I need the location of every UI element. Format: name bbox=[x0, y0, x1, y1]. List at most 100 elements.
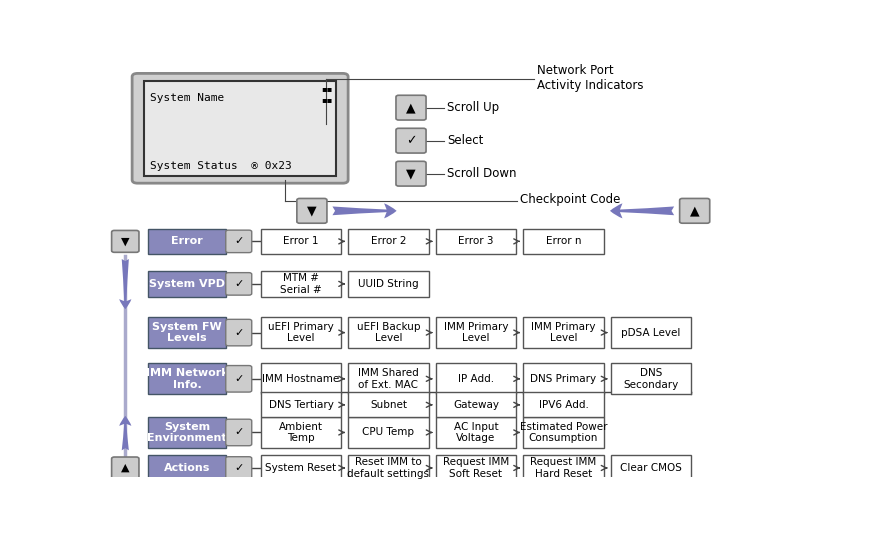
Text: System
Environment: System Environment bbox=[147, 422, 227, 443]
FancyBboxPatch shape bbox=[610, 455, 691, 481]
Text: Request IMM
Hard Reset: Request IMM Hard Reset bbox=[530, 457, 596, 479]
FancyBboxPatch shape bbox=[297, 198, 327, 223]
Text: IMM Primary
Level: IMM Primary Level bbox=[444, 322, 508, 344]
Text: ✓: ✓ bbox=[234, 236, 243, 247]
Text: Checkpoint Code: Checkpoint Code bbox=[520, 193, 621, 206]
Text: IMM Hostname: IMM Hostname bbox=[262, 374, 340, 384]
FancyBboxPatch shape bbox=[226, 319, 251, 346]
Text: DNS
Secondary: DNS Secondary bbox=[624, 368, 678, 390]
Text: Error n: Error n bbox=[546, 236, 581, 247]
FancyBboxPatch shape bbox=[226, 419, 251, 446]
Text: Gateway: Gateway bbox=[453, 400, 499, 410]
Text: Error 3: Error 3 bbox=[459, 236, 494, 247]
FancyBboxPatch shape bbox=[145, 81, 336, 176]
FancyBboxPatch shape bbox=[436, 392, 516, 417]
FancyBboxPatch shape bbox=[148, 363, 227, 394]
FancyBboxPatch shape bbox=[148, 417, 227, 448]
FancyBboxPatch shape bbox=[436, 417, 516, 448]
Text: ✓: ✓ bbox=[234, 428, 243, 437]
Text: ▲: ▲ bbox=[121, 463, 130, 473]
Text: AC Input
Voltage: AC Input Voltage bbox=[453, 422, 498, 443]
FancyBboxPatch shape bbox=[523, 392, 604, 417]
FancyBboxPatch shape bbox=[261, 317, 341, 348]
Text: Error: Error bbox=[171, 236, 203, 247]
FancyBboxPatch shape bbox=[523, 417, 604, 448]
FancyBboxPatch shape bbox=[348, 271, 429, 297]
Text: System Name: System Name bbox=[150, 93, 224, 103]
Text: System Reset: System Reset bbox=[265, 463, 337, 473]
Text: Subnet: Subnet bbox=[370, 400, 407, 410]
FancyBboxPatch shape bbox=[226, 366, 251, 392]
FancyBboxPatch shape bbox=[261, 271, 341, 297]
Text: DNS Primary: DNS Primary bbox=[530, 374, 596, 384]
FancyBboxPatch shape bbox=[226, 230, 251, 252]
Text: IMM Network
Info.: IMM Network Info. bbox=[146, 368, 228, 390]
Text: UUID String: UUID String bbox=[358, 279, 419, 289]
FancyBboxPatch shape bbox=[261, 228, 341, 254]
FancyBboxPatch shape bbox=[261, 417, 341, 448]
FancyBboxPatch shape bbox=[261, 455, 341, 481]
Text: Clear CMOS: Clear CMOS bbox=[620, 463, 682, 473]
FancyBboxPatch shape bbox=[396, 95, 426, 120]
FancyBboxPatch shape bbox=[348, 363, 429, 394]
Text: MTM #
Serial #: MTM # Serial # bbox=[280, 273, 322, 295]
Text: Select: Select bbox=[447, 134, 483, 147]
Text: Network Port
Activity Indicators: Network Port Activity Indicators bbox=[537, 64, 644, 92]
Text: ✓: ✓ bbox=[406, 134, 416, 147]
FancyBboxPatch shape bbox=[261, 392, 341, 417]
FancyBboxPatch shape bbox=[436, 455, 516, 481]
FancyBboxPatch shape bbox=[610, 317, 691, 348]
FancyBboxPatch shape bbox=[348, 317, 429, 348]
FancyBboxPatch shape bbox=[226, 457, 251, 479]
Text: Request IMM
Soft Reset: Request IMM Soft Reset bbox=[443, 457, 509, 479]
Text: ✓: ✓ bbox=[234, 327, 243, 338]
Text: IPV6 Add.: IPV6 Add. bbox=[539, 400, 588, 410]
FancyBboxPatch shape bbox=[680, 198, 710, 223]
Text: System VPD: System VPD bbox=[149, 279, 225, 289]
Text: Estimated Power
Consumption: Estimated Power Consumption bbox=[519, 422, 607, 443]
FancyBboxPatch shape bbox=[523, 455, 604, 481]
Text: Scroll Up: Scroll Up bbox=[447, 101, 499, 114]
Text: Ambient
Temp: Ambient Temp bbox=[279, 422, 323, 443]
FancyBboxPatch shape bbox=[523, 228, 604, 254]
Text: ▼: ▼ bbox=[307, 204, 317, 217]
Text: DNS Tertiary: DNS Tertiary bbox=[268, 400, 333, 410]
Text: ▲: ▲ bbox=[690, 204, 699, 217]
Text: System Status  ® 0x23: System Status ® 0x23 bbox=[150, 161, 292, 171]
Text: Error 2: Error 2 bbox=[370, 236, 407, 247]
FancyBboxPatch shape bbox=[348, 392, 429, 417]
FancyBboxPatch shape bbox=[436, 317, 516, 348]
FancyBboxPatch shape bbox=[348, 228, 429, 254]
Text: ▲: ▲ bbox=[407, 101, 415, 114]
FancyBboxPatch shape bbox=[436, 228, 516, 254]
Text: ▼: ▼ bbox=[121, 236, 130, 247]
Text: IMM Primary
Level: IMM Primary Level bbox=[531, 322, 595, 344]
FancyBboxPatch shape bbox=[148, 271, 227, 297]
Text: ▼: ▼ bbox=[407, 167, 415, 180]
FancyBboxPatch shape bbox=[396, 161, 426, 186]
FancyBboxPatch shape bbox=[348, 417, 429, 448]
FancyBboxPatch shape bbox=[226, 273, 251, 295]
Text: ✓: ✓ bbox=[234, 374, 243, 384]
FancyBboxPatch shape bbox=[132, 73, 348, 183]
FancyBboxPatch shape bbox=[523, 317, 604, 348]
Text: IP Add.: IP Add. bbox=[458, 374, 494, 384]
FancyBboxPatch shape bbox=[148, 228, 227, 254]
FancyBboxPatch shape bbox=[523, 363, 604, 394]
Text: ✓: ✓ bbox=[234, 279, 243, 289]
Text: pDSA Level: pDSA Level bbox=[621, 327, 681, 338]
FancyBboxPatch shape bbox=[112, 230, 139, 252]
Text: Error 1: Error 1 bbox=[283, 236, 318, 247]
Text: CPU Temp: CPU Temp bbox=[363, 428, 415, 437]
Text: ✓: ✓ bbox=[234, 463, 243, 473]
Text: Reset IMM to
default settings: Reset IMM to default settings bbox=[348, 457, 430, 479]
FancyBboxPatch shape bbox=[348, 455, 429, 481]
FancyBboxPatch shape bbox=[436, 363, 516, 394]
Text: Actions: Actions bbox=[164, 463, 210, 473]
FancyBboxPatch shape bbox=[112, 457, 139, 479]
Text: ▪▪
▪▪: ▪▪ ▪▪ bbox=[321, 84, 333, 103]
Text: uEFI Primary
Level: uEFI Primary Level bbox=[268, 322, 333, 344]
Text: System FW
Levels: System FW Levels bbox=[153, 322, 222, 344]
FancyBboxPatch shape bbox=[261, 363, 341, 394]
Text: uEFI Backup
Level: uEFI Backup Level bbox=[356, 322, 420, 344]
